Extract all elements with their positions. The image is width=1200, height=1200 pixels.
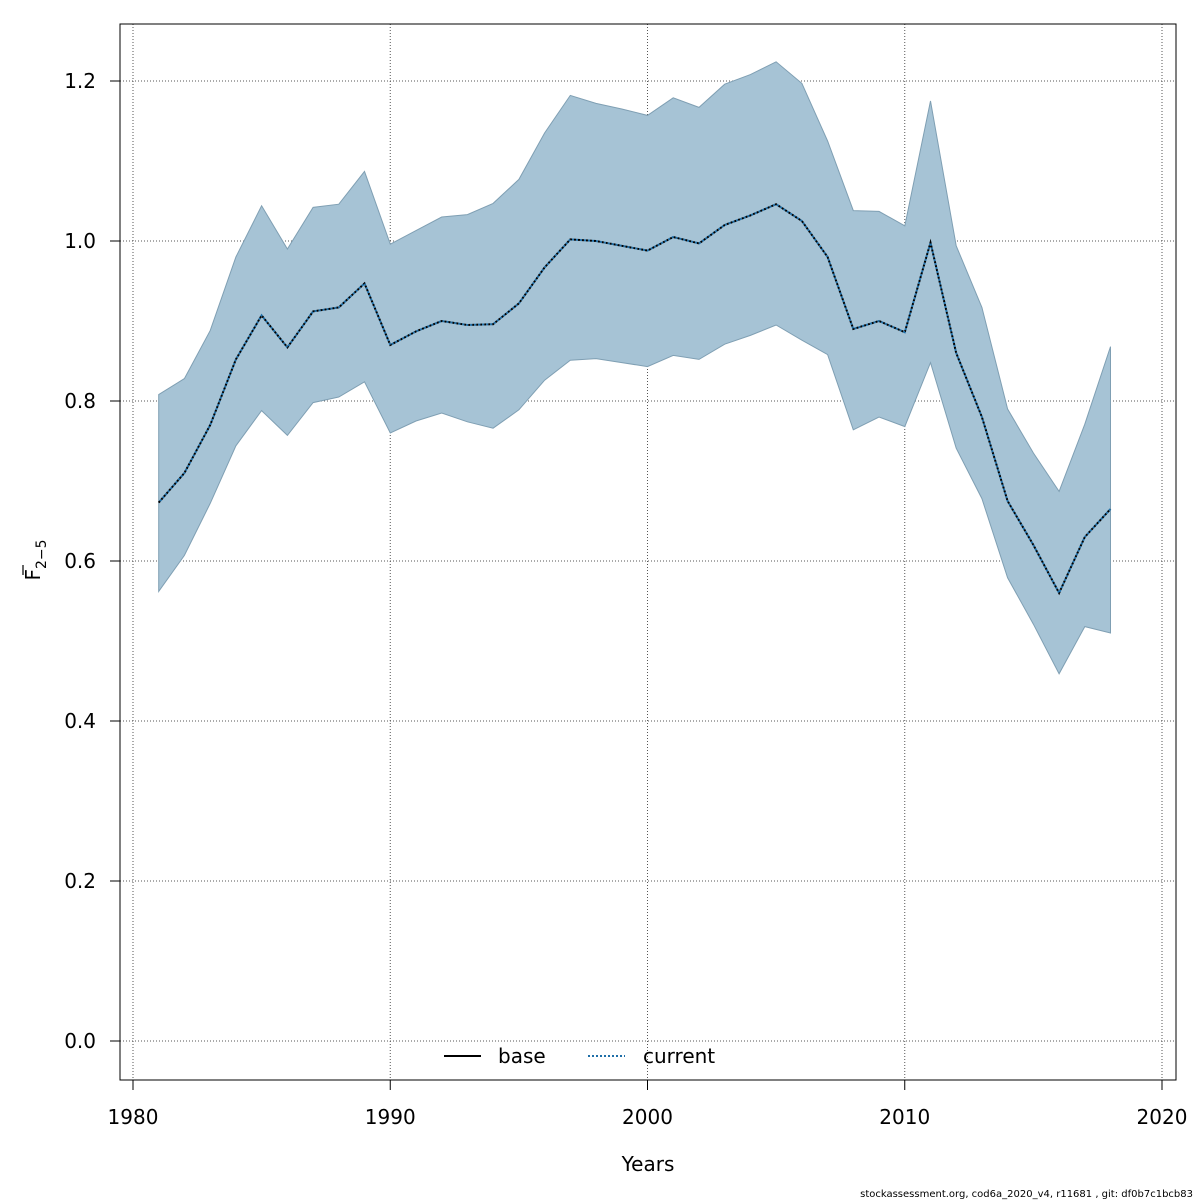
y-tick-label: 0.0 xyxy=(64,1029,96,1053)
y-tick-label: 1.2 xyxy=(64,69,96,93)
y-tick-label: 0.2 xyxy=(64,869,96,893)
y-axis-title-main: F xyxy=(21,569,45,581)
y-tick-label: 0.6 xyxy=(64,549,96,573)
legend-base-label: base xyxy=(498,1044,546,1068)
x-axis-ticks: 1980 1990 2000 2010 2020 xyxy=(108,1079,1188,1129)
grid xyxy=(120,24,1176,1080)
confidence-band xyxy=(158,61,1111,675)
y-axis-title-sub: 2−5 xyxy=(34,539,50,569)
y-tick-label: 1.0 xyxy=(64,229,96,253)
base-series-line xyxy=(157,203,1112,596)
y-axis-ticks: 0.0 0.2 0.4 0.6 0.8 1.0 1.2 xyxy=(64,69,121,1053)
y-tick-label: 0.8 xyxy=(64,389,96,413)
x-tick-label: 1980 xyxy=(108,1105,159,1129)
y-tick-label: 0.4 xyxy=(64,709,96,733)
legend: base current xyxy=(444,1044,715,1068)
x-tick-label: 2010 xyxy=(879,1105,930,1129)
footnote: stockassessment.org, cod6a_2020_v4, r116… xyxy=(860,1189,1193,1200)
current-series-line xyxy=(157,203,1112,596)
x-tick-label: 1990 xyxy=(365,1105,416,1129)
y-axis-title: F2−5 xyxy=(21,539,50,580)
svg-text:F2−5: F2−5 xyxy=(21,539,50,580)
legend-current-label: current xyxy=(643,1044,715,1068)
x-axis-title: Years xyxy=(621,1152,675,1176)
x-tick-label: 2020 xyxy=(1137,1105,1188,1129)
x-tick-label: 2000 xyxy=(622,1105,673,1129)
